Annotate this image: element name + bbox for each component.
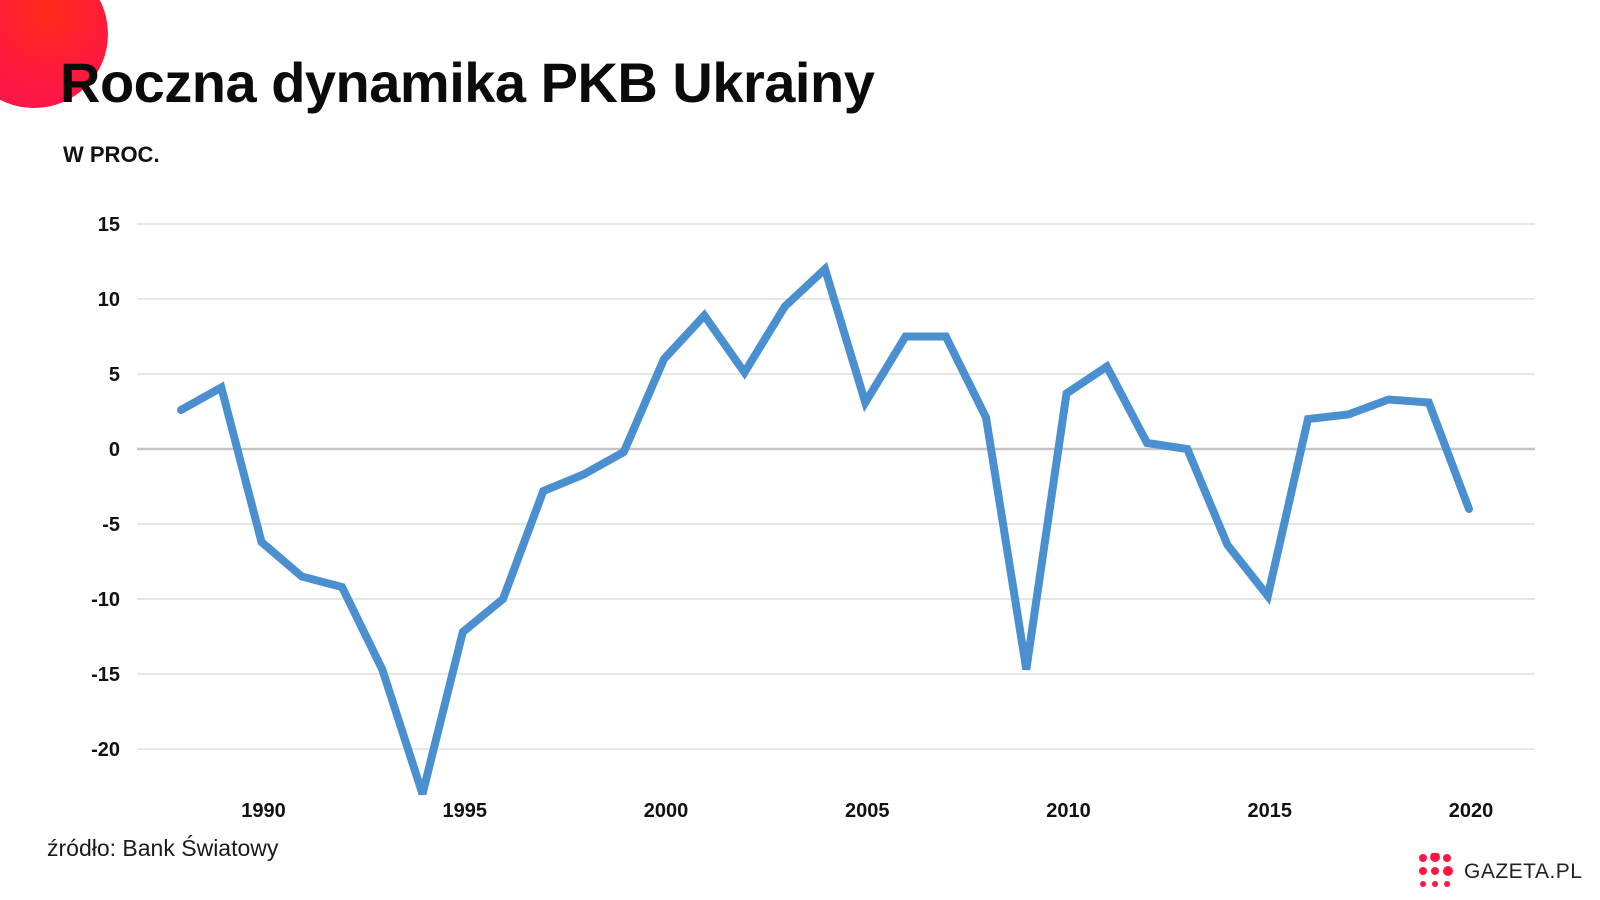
series-layer	[177, 261, 1473, 796]
y-axis-ticks: 15 10 5 0 -5 -10 -15 -20	[91, 214, 120, 761]
x-tick-label: 2015	[1248, 800, 1293, 822]
brand-name: GAZETA.PL	[1464, 860, 1583, 883]
chart-title: Roczna dynamika PKB Ukrainy	[60, 51, 875, 114]
x-tick-label: 1990	[241, 800, 286, 822]
x-tick-label: 2005	[845, 800, 890, 822]
x-tick-label: 2020	[1449, 800, 1494, 822]
x-tick-label: 2000	[644, 800, 689, 822]
source-note: źródło: Bank Światowy	[47, 835, 279, 861]
y-tick-label: -10	[91, 589, 120, 611]
x-axis-ticks: 1990 1995 2000 2005 2010 2015 2020	[241, 800, 1493, 822]
y-tick-label: 0	[109, 439, 120, 461]
y-tick-label: 15	[98, 214, 120, 236]
y-tick-label: 5	[109, 364, 120, 386]
x-tick-label: 1995	[443, 800, 488, 822]
y-tick-label: 10	[98, 289, 120, 311]
y-tick-label: -20	[91, 739, 120, 761]
series-line-gdp-growth	[177, 261, 1473, 796]
chart-subtitle: W PROC.	[63, 142, 160, 167]
x-tick-label: 2010	[1046, 800, 1091, 822]
dots-logo-icon	[1419, 853, 1453, 887]
brand-logo: GAZETA.PL	[1418, 853, 1582, 891]
y-tick-label: -5	[102, 514, 120, 536]
y-tick-label: -15	[91, 664, 120, 686]
